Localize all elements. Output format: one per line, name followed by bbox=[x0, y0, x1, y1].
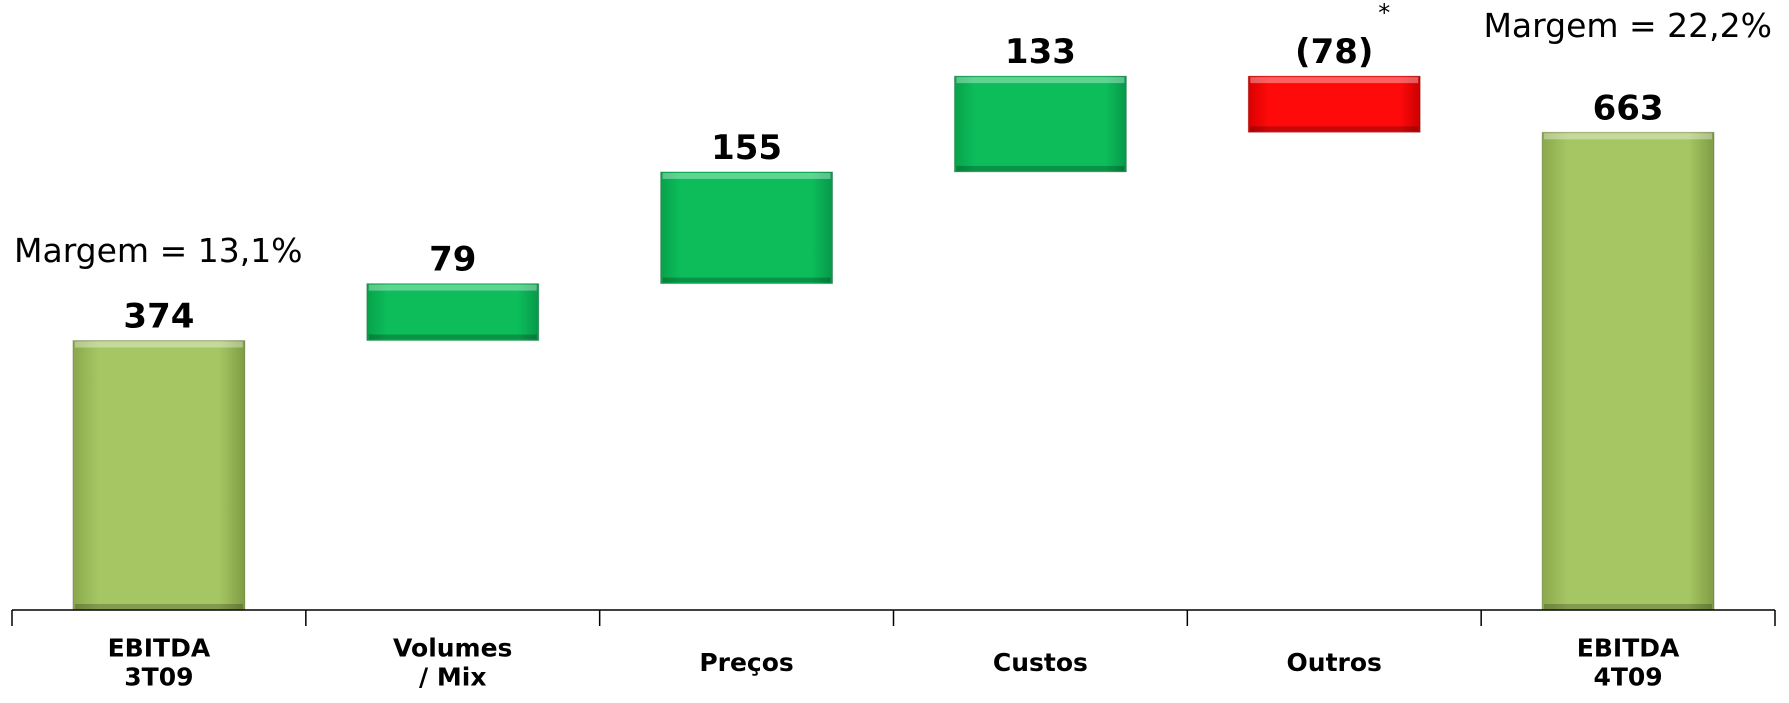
bar-2-shadow bbox=[368, 334, 537, 340]
bar-5-highlight bbox=[1250, 77, 1419, 84]
data-label-4: 133 bbox=[1005, 32, 1076, 72]
bar-5-shadow bbox=[1250, 126, 1419, 132]
bar-4-shadow bbox=[956, 165, 1125, 171]
bar-6-shadow bbox=[1544, 604, 1713, 609]
bar-3-highlight bbox=[662, 172, 831, 179]
bar-4-highlight bbox=[956, 77, 1125, 84]
category-label-5: Outros bbox=[1287, 648, 1382, 677]
category-label-1: EBITDA 3T09 bbox=[108, 634, 211, 692]
category-label-4: Custos bbox=[993, 648, 1088, 677]
category-label-6: EBITDA 4T09 bbox=[1577, 634, 1680, 692]
bar-2-highlight bbox=[368, 284, 537, 291]
data-label-5: (78) bbox=[1295, 32, 1373, 72]
footnote-mark: * bbox=[1378, 0, 1390, 27]
category-label-3: Preços bbox=[699, 648, 793, 677]
bar-4 bbox=[953, 75, 1127, 173]
end-margin-label: Margem = 22,2% bbox=[1483, 6, 1772, 45]
data-label-6: 663 bbox=[1593, 88, 1664, 128]
bar-3-shadow bbox=[662, 277, 831, 283]
bar-1-shadow bbox=[74, 604, 243, 609]
data-label-3: 155 bbox=[711, 128, 782, 168]
start-margin-label: Margem = 13,1% bbox=[14, 231, 303, 270]
bar-1 bbox=[72, 340, 246, 611]
bar-6-highlight bbox=[1544, 133, 1713, 140]
bar-6 bbox=[1541, 131, 1715, 611]
category-label-2: Volumes / Mix bbox=[393, 634, 512, 692]
bar-2 bbox=[366, 283, 540, 342]
data-label-1: 374 bbox=[123, 297, 194, 337]
bar-3 bbox=[660, 171, 834, 285]
bar-1-highlight bbox=[74, 341, 243, 348]
data-label-2: 79 bbox=[429, 240, 476, 280]
bar-5 bbox=[1247, 75, 1421, 133]
